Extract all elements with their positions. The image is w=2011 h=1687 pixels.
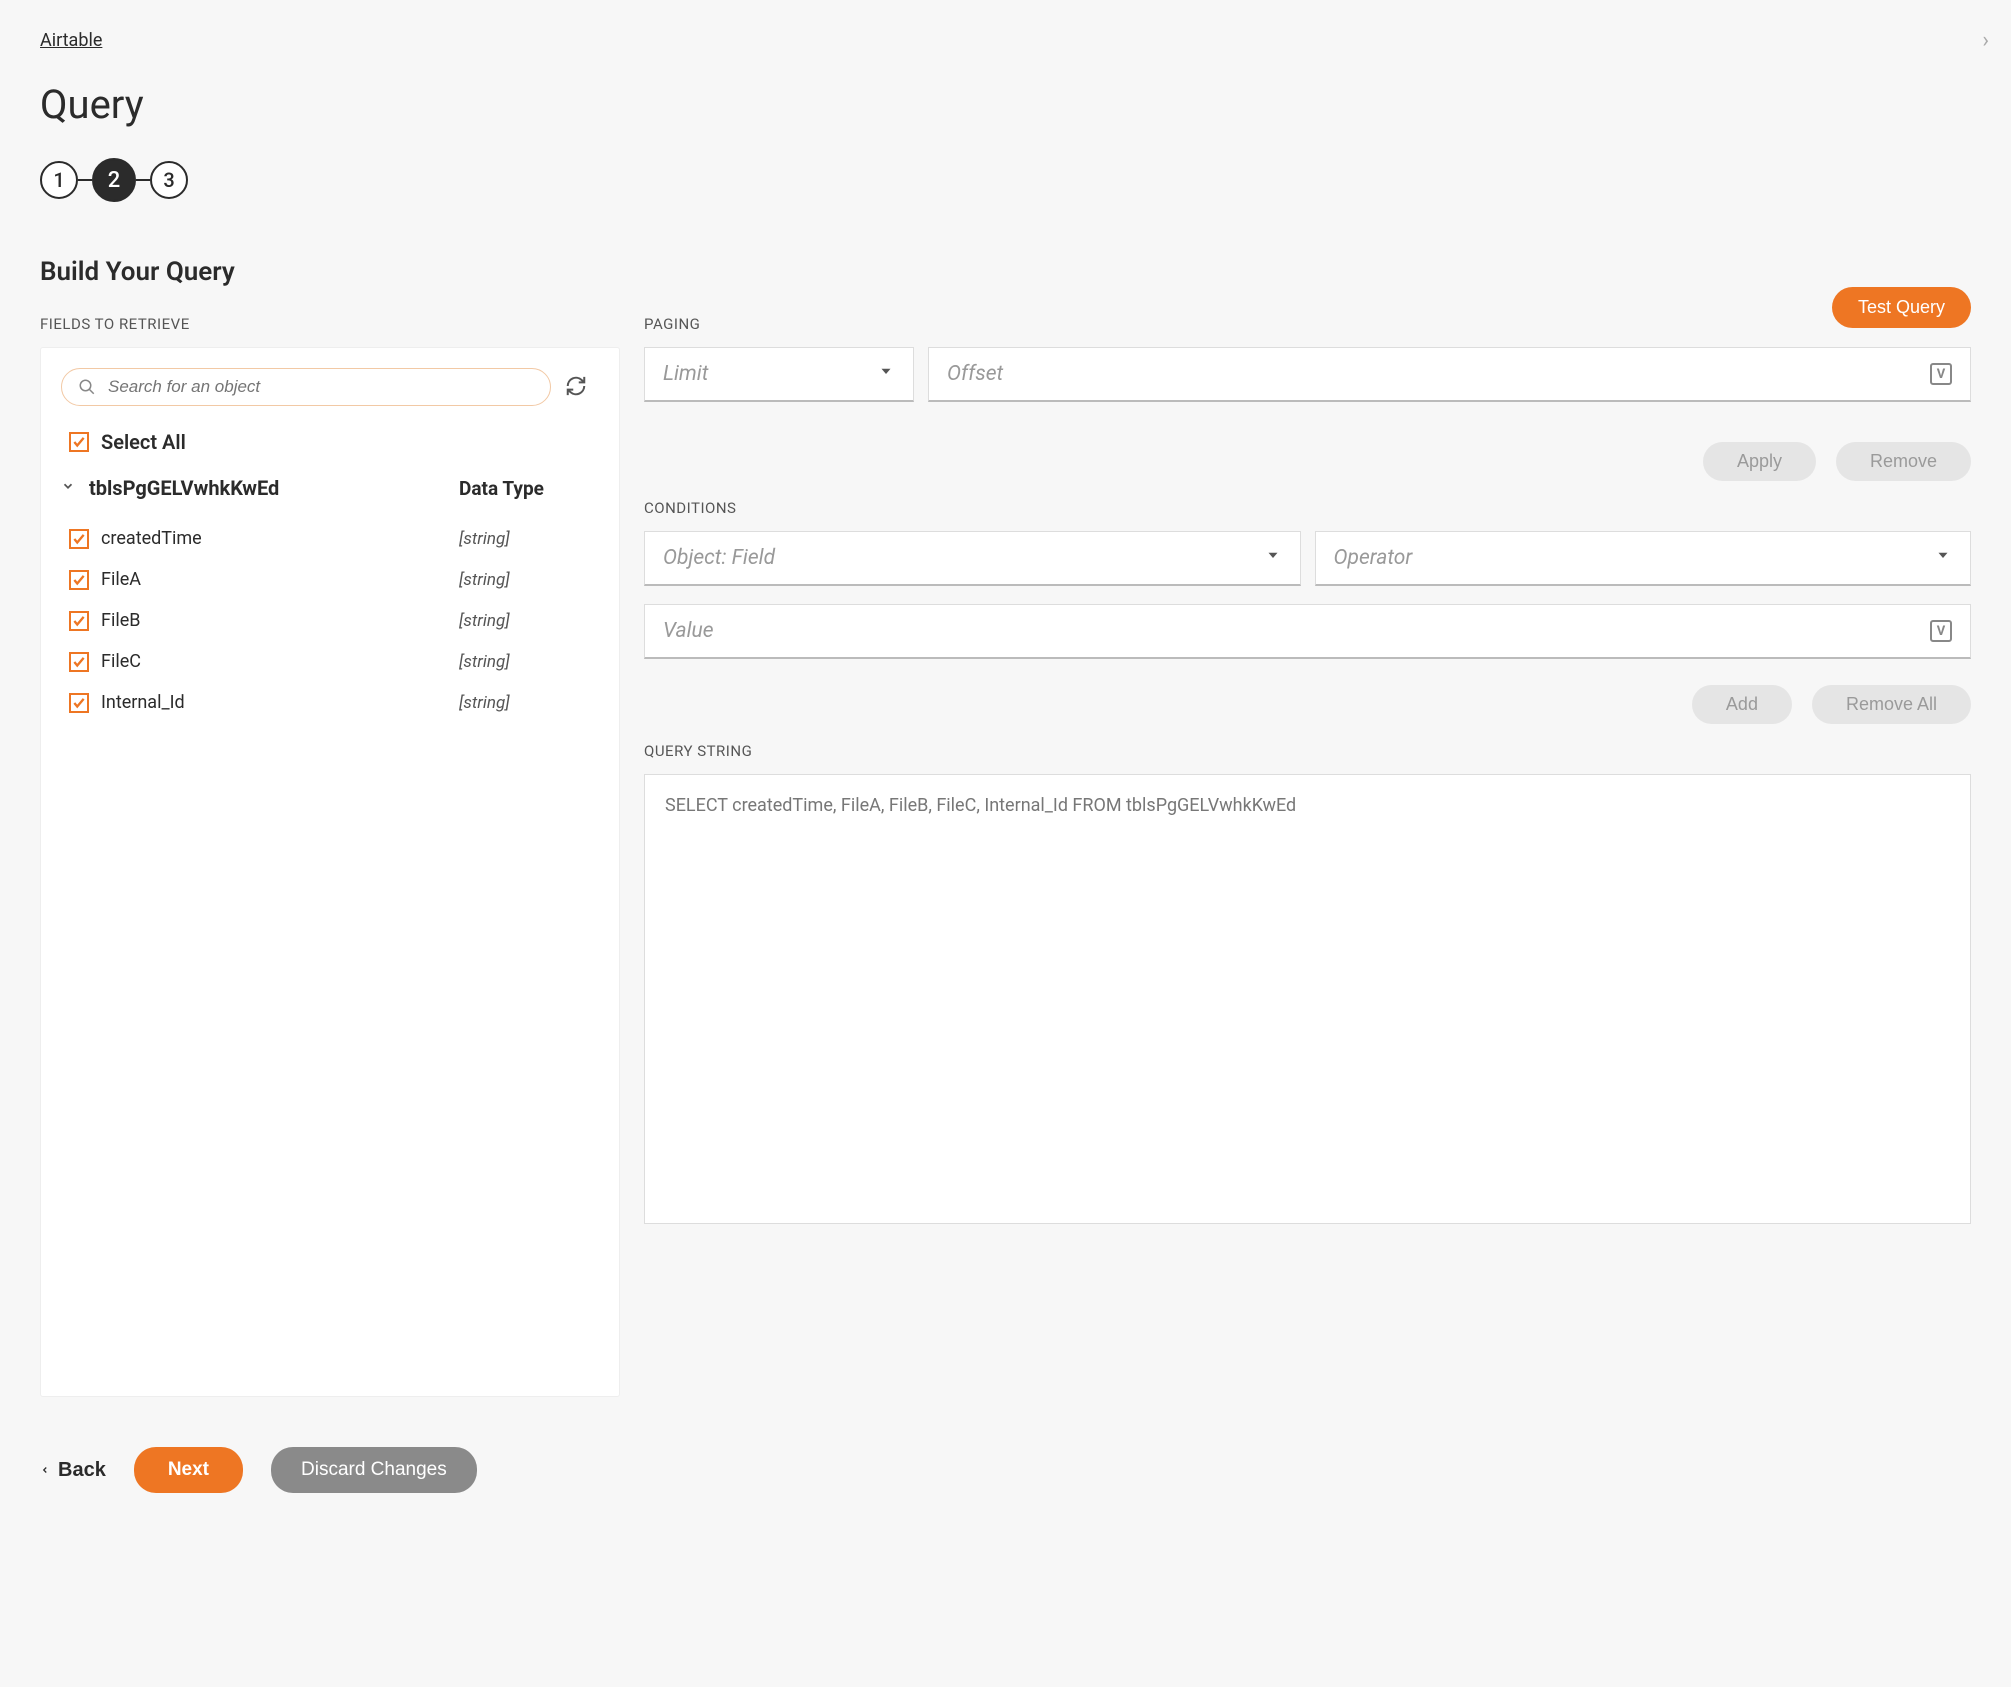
step-2[interactable]: 2 (92, 158, 136, 202)
test-query-button[interactable]: Test Query (1832, 287, 1971, 328)
field-row: Internal_Id[string] (61, 682, 599, 723)
field-row: FileA[string] (61, 559, 599, 600)
add-button[interactable]: Add (1692, 685, 1792, 724)
field-type: [string] (459, 693, 599, 713)
field-row: FileB[string] (61, 600, 599, 641)
query-string-textarea[interactable] (644, 774, 1971, 1224)
field-type: [string] (459, 652, 599, 672)
chevron-down-icon[interactable] (61, 479, 81, 497)
remove-all-button[interactable]: Remove All (1812, 685, 1971, 724)
back-label: Back (58, 1459, 106, 1482)
breadcrumb[interactable]: Airtable (40, 30, 102, 51)
operator-placeholder: Operator (1334, 546, 1413, 570)
discard-button[interactable]: Discard Changes (271, 1447, 477, 1493)
field-checkbox[interactable] (69, 693, 89, 713)
field-checkbox[interactable] (69, 611, 89, 631)
search-box[interactable] (61, 368, 551, 406)
field-row: createdTime[string] (61, 518, 599, 559)
field-name: FileB (101, 610, 459, 631)
page-title: Query (40, 81, 1971, 128)
select-all-label: Select All (101, 430, 186, 454)
chevron-down-icon (877, 362, 895, 386)
object-field-select[interactable]: Object: Field (644, 531, 1301, 586)
step-connector (78, 179, 92, 181)
apply-button[interactable]: Apply (1703, 442, 1816, 481)
limit-placeholder: Limit (663, 362, 708, 386)
field-checkbox[interactable] (69, 652, 89, 672)
section-title: Build Your Query (40, 257, 1971, 287)
back-button[interactable]: Back (40, 1459, 106, 1482)
fields-card: Select All tblsPgGELVwhkKwEd Data Type c… (40, 347, 620, 1397)
fields-label: FIELDS TO RETRIEVE (40, 315, 620, 333)
value-placeholder: Value (663, 619, 714, 643)
operator-select[interactable]: Operator (1315, 531, 1972, 586)
field-name: FileA (101, 569, 459, 590)
paging-label: PAGING (644, 315, 1971, 333)
field-row: FileC[string] (61, 641, 599, 682)
field-checkbox[interactable] (69, 529, 89, 549)
conditions-label: CONDITIONS (644, 499, 1971, 517)
query-string-label: QUERY STRING (644, 742, 1971, 760)
variable-icon[interactable]: V (1930, 620, 1952, 642)
search-input[interactable] (108, 377, 534, 397)
field-name: createdTime (101, 528, 459, 549)
step-connector (136, 179, 150, 181)
limit-select[interactable]: Limit (644, 347, 914, 402)
value-input[interactable]: Value V (644, 604, 1971, 659)
field-type: [string] (459, 570, 599, 590)
object-field-placeholder: Object: Field (663, 546, 775, 570)
field-name: Internal_Id (101, 692, 459, 713)
field-type: [string] (459, 611, 599, 631)
expand-icon[interactable]: › (1982, 28, 1989, 53)
chevron-left-icon (40, 1463, 50, 1477)
field-name: FileC (101, 651, 459, 672)
chevron-down-icon (1934, 546, 1952, 570)
offset-input[interactable]: Offset V (928, 347, 1971, 402)
next-button[interactable]: Next (134, 1447, 243, 1493)
step-3[interactable]: 3 (150, 161, 188, 199)
remove-button[interactable]: Remove (1836, 442, 1971, 481)
chevron-down-icon (1264, 546, 1282, 570)
table-name: tblsPgGELVwhkKwEd (89, 476, 459, 500)
search-icon (78, 378, 96, 396)
data-type-header: Data Type (459, 477, 599, 500)
field-type: [string] (459, 529, 599, 549)
stepper: 1 2 3 (40, 158, 1971, 202)
field-checkbox[interactable] (69, 570, 89, 590)
step-1[interactable]: 1 (40, 161, 78, 199)
variable-icon[interactable]: V (1930, 363, 1952, 385)
offset-placeholder: Offset (947, 362, 1003, 386)
select-all-checkbox[interactable] (69, 432, 89, 452)
refresh-icon[interactable] (565, 375, 589, 399)
